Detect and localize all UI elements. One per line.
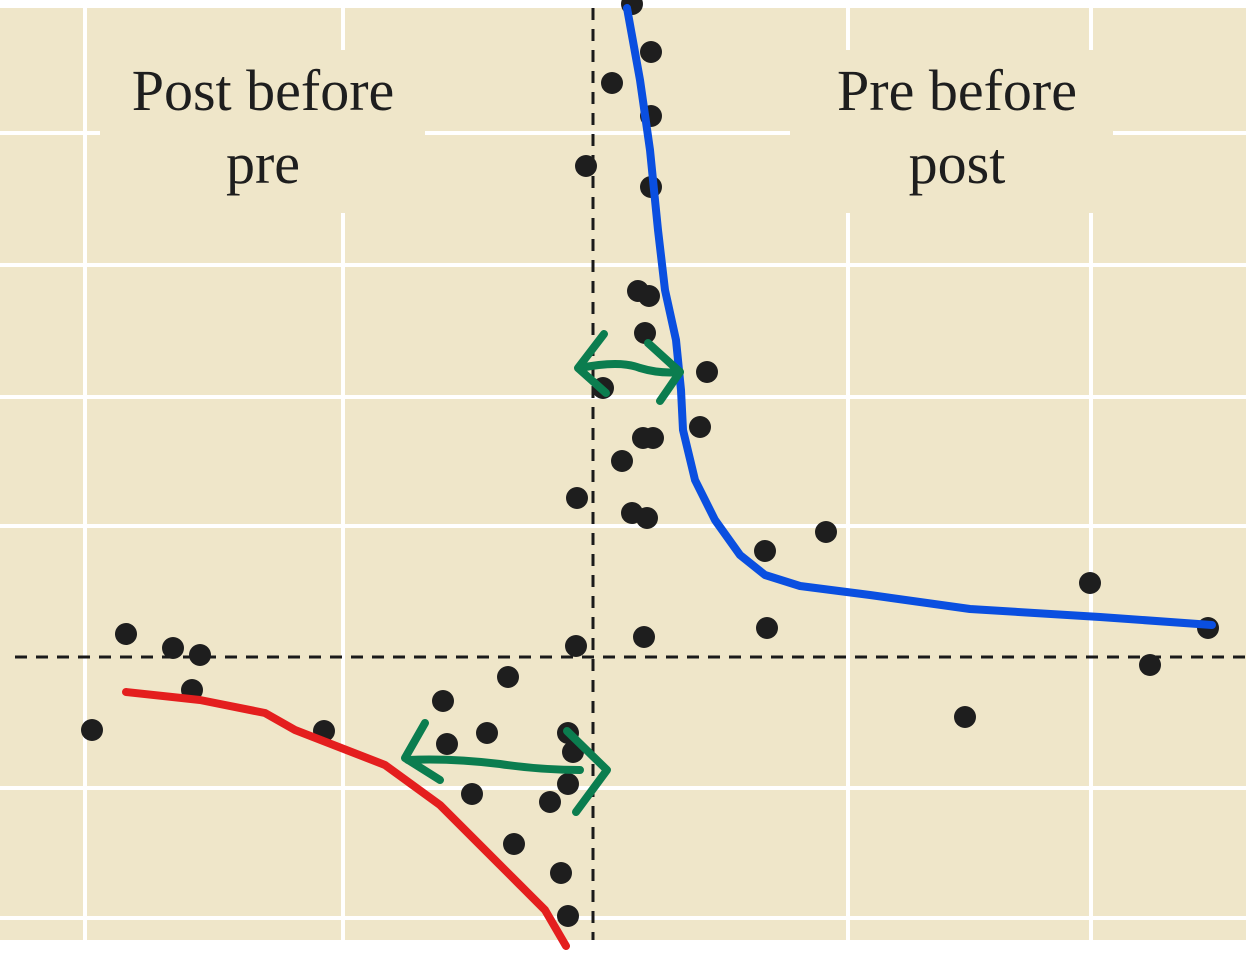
data-points — [81, 0, 1219, 927]
left-label-line: pre — [226, 131, 300, 196]
label-box — [100, 50, 425, 213]
left-label-line: Post before — [132, 58, 395, 123]
double-arrow — [401, 719, 611, 816]
fit-curve — [122, 688, 570, 950]
fit-curve — [623, 4, 1216, 629]
right-label-line: post — [909, 131, 1006, 196]
label-box — [790, 50, 1113, 213]
double-arrow — [574, 330, 684, 405]
right-label-line: Pre before — [837, 58, 1077, 123]
